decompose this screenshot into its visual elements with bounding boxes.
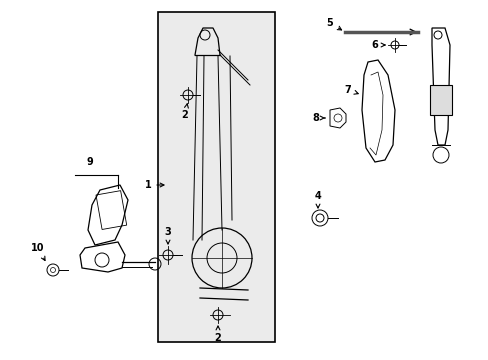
Bar [429, 85, 451, 115]
Text: 8: 8 [312, 113, 325, 123]
Text: 10: 10 [31, 243, 45, 261]
Text: 3: 3 [164, 227, 171, 244]
Text: 4: 4 [314, 191, 321, 208]
Bar [158, 12, 274, 342]
Text: 6: 6 [371, 40, 384, 50]
Text: 1: 1 [144, 180, 163, 190]
Text: 9: 9 [86, 157, 93, 167]
Text: 7: 7 [344, 85, 358, 95]
Text: 2: 2 [181, 104, 188, 120]
Bar [96, 191, 126, 229]
Text: 2: 2 [214, 326, 221, 343]
Text: 5: 5 [326, 18, 341, 30]
